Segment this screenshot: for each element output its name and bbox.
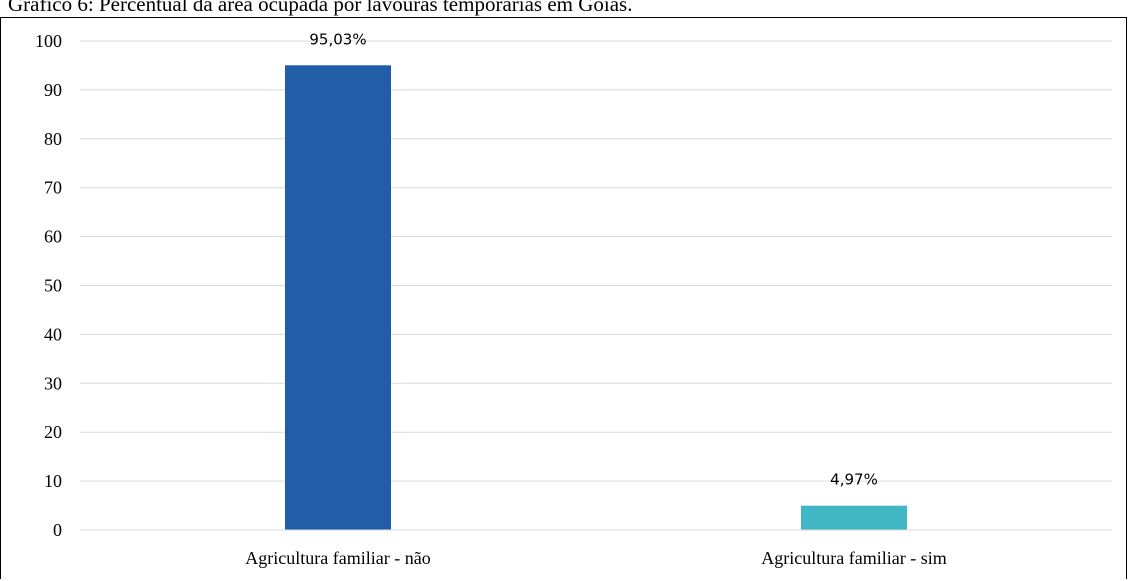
bars [285,65,907,531]
y-tick-label: 100 [35,31,62,51]
data-labels: 95,03% 4,97% [309,30,877,488]
x-axis-labels: Agricultura familiar - não Agricultura fa… [245,548,946,568]
y-tick-label: 30 [44,373,62,393]
bar-1 [285,65,391,531]
y-axis-ticks: 0 10 20 30 40 50 60 70 80 90 100 [35,31,62,540]
x-category-label: Agricultura familiar - sim [761,548,946,568]
chart-frame [0,17,1127,579]
y-tick-label: 80 [44,129,62,149]
bar-2 [801,505,907,530]
y-tick-label: 50 [44,276,62,296]
y-tick-label: 60 [44,227,62,247]
y-tick-label: 40 [44,324,62,344]
y-tick-label: 10 [44,471,62,491]
data-label: 95,03% [309,30,366,48]
gridlines [80,40,1112,482]
y-tick-label: 20 [44,422,62,442]
y-tick-label: 90 [44,80,62,100]
y-tick-label: 0 [53,520,62,540]
x-category-label: Agricultura familiar - não [245,548,430,568]
chart-title: Gráfico 6: Percentual da área ocupada po… [8,0,633,16]
y-tick-label: 70 [44,178,62,198]
data-label: 4,97% [830,471,878,489]
